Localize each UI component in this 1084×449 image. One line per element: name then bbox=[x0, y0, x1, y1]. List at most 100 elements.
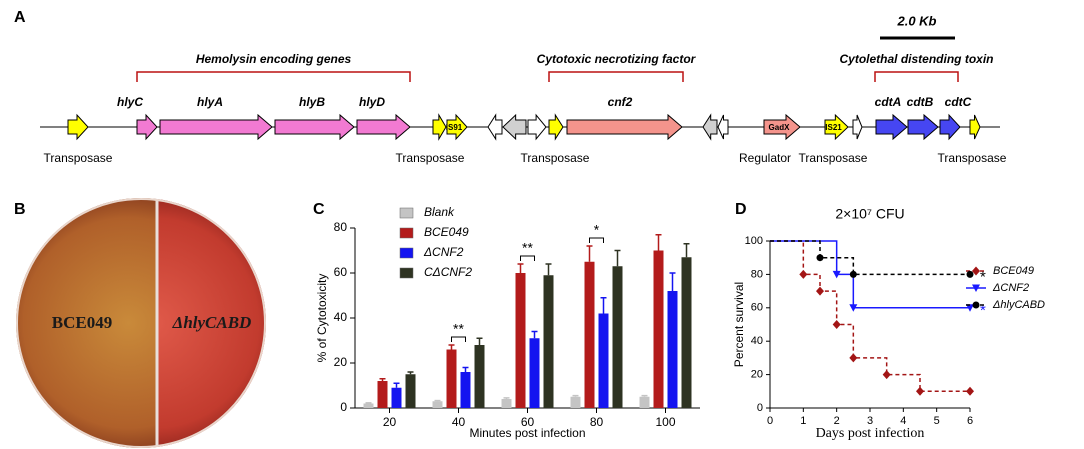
y-tick-label: 60 bbox=[751, 302, 763, 314]
gene-label: hlyA bbox=[197, 95, 223, 109]
element-label: IS91 bbox=[446, 123, 463, 132]
bar bbox=[446, 349, 457, 408]
bar bbox=[432, 401, 443, 408]
x-tick-label: 3 bbox=[867, 415, 873, 427]
gene-arrow bbox=[824, 113, 849, 141]
y-tick-label: 40 bbox=[751, 335, 763, 347]
legend-label: BCE049 bbox=[993, 265, 1034, 277]
marker bbox=[832, 320, 841, 329]
petri-dish bbox=[16, 198, 266, 448]
bar bbox=[460, 372, 471, 408]
gene-arrow bbox=[67, 113, 89, 141]
bar bbox=[501, 399, 512, 408]
gene-label: hlyB bbox=[299, 95, 325, 109]
legend-swatch bbox=[399, 227, 414, 239]
gene-label: cdtA bbox=[875, 95, 902, 109]
y-tick-label: 20 bbox=[751, 369, 763, 381]
gene-arrow bbox=[432, 113, 447, 141]
panel-label: D bbox=[735, 201, 747, 218]
gene-label: cdtB bbox=[907, 95, 934, 109]
y-tick-label: 100 bbox=[745, 235, 763, 247]
gene-label: cdtC bbox=[945, 95, 972, 109]
legend-swatch bbox=[399, 207, 414, 219]
marker bbox=[972, 301, 980, 309]
x-tick-label: 40 bbox=[452, 415, 466, 429]
legend-label: ΔCNF2 bbox=[423, 245, 464, 259]
marker bbox=[849, 353, 858, 363]
x-tick-label: 0 bbox=[767, 415, 773, 427]
x-tick-label: 6 bbox=[967, 415, 973, 427]
significance-label: * bbox=[980, 268, 986, 285]
scale-label: 2.0 Kb bbox=[896, 13, 936, 28]
legend-swatch bbox=[399, 267, 414, 279]
gene-arrow bbox=[939, 113, 961, 141]
x-tick-label: 60 bbox=[521, 415, 535, 429]
gene-label: hlyD bbox=[359, 95, 385, 109]
bar bbox=[681, 257, 692, 408]
x-tick-label: 100 bbox=[655, 415, 675, 429]
significance-label: * bbox=[980, 302, 986, 319]
element-annotation: Transposase bbox=[396, 151, 465, 165]
legend-label: ΔCNF2 bbox=[992, 282, 1029, 294]
y-tick-label: 80 bbox=[334, 220, 348, 234]
plate-left bbox=[16, 198, 157, 448]
group-label: Cytotoxic necrotizing factor bbox=[537, 52, 697, 66]
y-tick-label: 20 bbox=[334, 355, 348, 369]
gene-arrow bbox=[548, 113, 564, 141]
marker bbox=[966, 270, 974, 278]
group-bracket bbox=[136, 71, 411, 82]
bar bbox=[639, 396, 650, 408]
legend-label: CΔCNF2 bbox=[424, 265, 472, 279]
gene-arrow bbox=[274, 113, 355, 141]
marker bbox=[972, 266, 980, 276]
legend-label: Blank bbox=[424, 205, 455, 219]
element-annotation: Transposase bbox=[799, 151, 868, 165]
panel-label: A bbox=[14, 9, 26, 26]
significance-bracket bbox=[451, 336, 466, 342]
x-tick-label: 80 bbox=[590, 415, 604, 429]
gene-arrow bbox=[875, 113, 908, 141]
element-annotation: Transposase bbox=[44, 151, 113, 165]
bar bbox=[543, 275, 554, 408]
gene-arrow bbox=[527, 113, 547, 141]
x-tick-label: 5 bbox=[934, 415, 940, 427]
x-axis-label: Days post infection bbox=[816, 426, 925, 441]
x-tick-label: 4 bbox=[900, 415, 906, 427]
bar bbox=[391, 387, 402, 408]
marker bbox=[966, 304, 974, 312]
bar bbox=[474, 345, 485, 408]
x-tick-label: 1 bbox=[800, 415, 806, 427]
marker bbox=[849, 304, 858, 312]
marker bbox=[882, 370, 891, 380]
x-tick-label: 2 bbox=[834, 415, 840, 427]
bar bbox=[515, 273, 526, 408]
survival-line bbox=[770, 240, 970, 309]
marker bbox=[916, 386, 924, 396]
bar bbox=[529, 338, 540, 408]
marker bbox=[816, 286, 824, 296]
gene-arrow bbox=[159, 113, 273, 141]
gene-arrow bbox=[446, 113, 468, 141]
gene-arrow bbox=[502, 113, 527, 141]
gene-arrow bbox=[717, 114, 729, 140]
marker bbox=[799, 269, 808, 279]
strain-label: BCE049 bbox=[52, 313, 112, 332]
gene-arrow bbox=[763, 113, 801, 141]
x-tick-label: 20 bbox=[383, 415, 397, 429]
bar bbox=[570, 396, 581, 408]
survival-line bbox=[770, 240, 970, 276]
legend-label: BCE049 bbox=[424, 225, 469, 239]
marker bbox=[816, 254, 824, 262]
panel-label: B bbox=[14, 201, 26, 218]
chart-title: 2×10⁷ CFU bbox=[835, 206, 904, 222]
group-bracket bbox=[548, 71, 684, 82]
marker bbox=[832, 270, 841, 279]
significance-label: ** bbox=[522, 240, 533, 256]
legend-label: ΔhlyCABD bbox=[992, 299, 1045, 311]
gene-arrow bbox=[566, 113, 683, 141]
gene-arrow bbox=[487, 113, 503, 141]
group-bracket bbox=[874, 71, 959, 82]
strain-label: ΔhlyCABD bbox=[172, 313, 252, 332]
bar bbox=[598, 313, 609, 408]
